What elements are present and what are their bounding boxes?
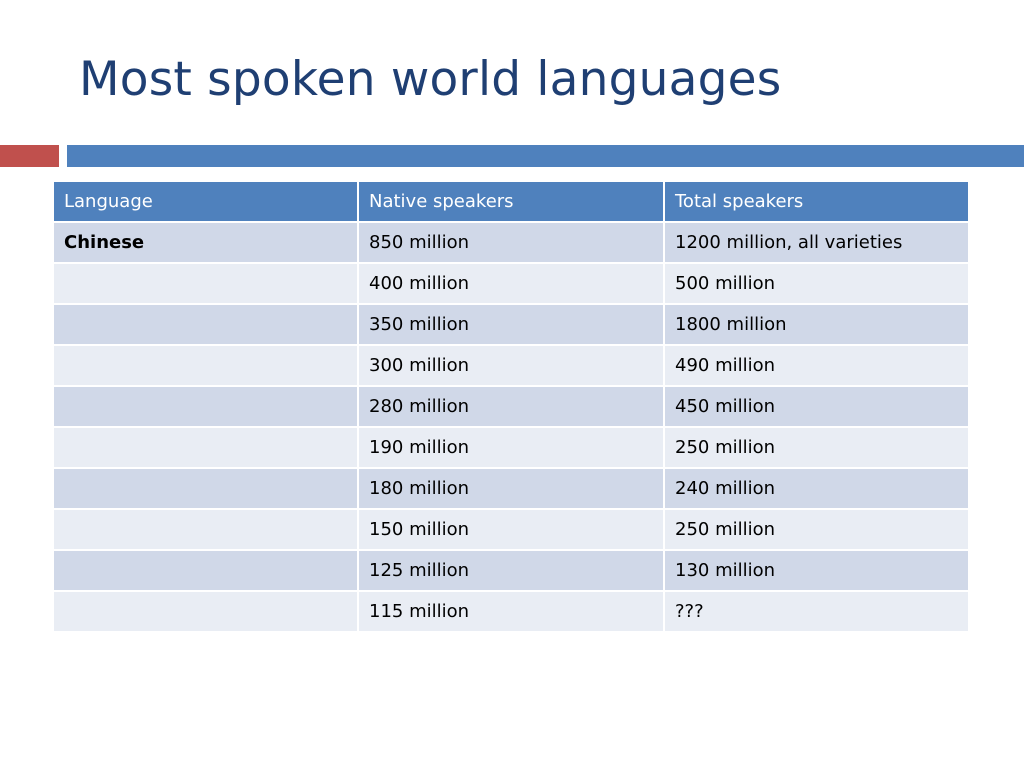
language-cell: [52, 385, 359, 428]
language-cell: [52, 467, 359, 510]
native-speakers-cell: 850 million: [357, 221, 665, 264]
title-rule-red: [0, 145, 59, 167]
table-row: 190 million 250 million: [52, 426, 970, 469]
native-speakers-cell: 400 million: [357, 262, 665, 305]
total-speakers-cell: ???: [663, 590, 970, 633]
table-row: 180 million 240 million: [52, 467, 970, 510]
native-speakers-cell: 125 million: [357, 549, 665, 592]
native-speakers-cell: 150 million: [357, 508, 665, 551]
native-speakers-cell: 300 million: [357, 344, 665, 387]
total-speakers-cell: 250 million: [663, 426, 970, 469]
total-speakers-cell: 130 million: [663, 549, 970, 592]
native-speakers-cell: 280 million: [357, 385, 665, 428]
language-cell: Chinese: [52, 221, 359, 264]
total-speakers-cell: 250 million: [663, 508, 970, 551]
table-row: Chinese 850 million 1200 million, all va…: [52, 221, 970, 264]
language-cell: [52, 508, 359, 551]
total-speakers-cell: 500 million: [663, 262, 970, 305]
languages-table: Language Native speakers Total speakers …: [52, 180, 970, 633]
table-row: 400 million 500 million: [52, 262, 970, 305]
table-row: 150 million 250 million: [52, 508, 970, 551]
language-cell: [52, 549, 359, 592]
total-speakers-cell: 1800 million: [663, 303, 970, 346]
table-row: 280 million 450 million: [52, 385, 970, 428]
header-native-speakers: Native speakers: [357, 180, 665, 223]
total-speakers-cell: 240 million: [663, 467, 970, 510]
total-speakers-cell: 450 million: [663, 385, 970, 428]
table-row: 115 million ???: [52, 590, 970, 633]
language-cell: [52, 344, 359, 387]
native-speakers-cell: 350 million: [357, 303, 665, 346]
native-speakers-cell: 180 million: [357, 467, 665, 510]
header-language: Language: [52, 180, 359, 223]
native-speakers-cell: 190 million: [357, 426, 665, 469]
language-cell: [52, 426, 359, 469]
native-speakers-cell: 115 million: [357, 590, 665, 633]
title-rule-blue: [67, 145, 1024, 167]
total-speakers-cell: 1200 million, all varieties: [663, 221, 970, 264]
slide-title: Most spoken world languages: [79, 52, 782, 107]
table-row: 350 million 1800 million: [52, 303, 970, 346]
header-total-speakers: Total speakers: [663, 180, 970, 223]
language-cell: [52, 590, 359, 633]
table-header-row: Language Native speakers Total speakers: [52, 180, 970, 223]
language-cell: [52, 303, 359, 346]
table-row: 300 million 490 million: [52, 344, 970, 387]
table-row: 125 million 130 million: [52, 549, 970, 592]
language-cell: [52, 262, 359, 305]
total-speakers-cell: 490 million: [663, 344, 970, 387]
